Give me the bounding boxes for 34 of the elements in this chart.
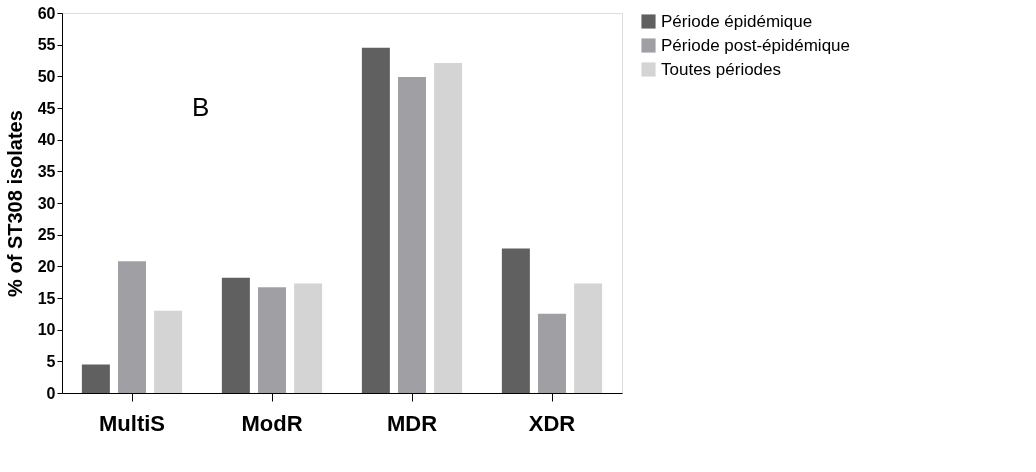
y-tick-label: 30 [37,194,56,212]
annotation: B [192,92,210,122]
bar [81,364,110,393]
bar [574,283,603,393]
y-tick-label: 45 [37,99,56,117]
bar [398,76,426,393]
y-tick-label: 55 [37,36,56,54]
x-tick-label: ModR [241,410,303,436]
bar [154,310,183,393]
legend-label: Période post-épidémique [661,35,851,55]
bar [434,63,463,393]
x-tick-label: MDR [386,410,438,436]
y-tick-label: 0 [46,384,56,402]
bar [221,277,250,393]
y-tick-label: 25 [37,226,56,244]
bar [361,47,390,393]
bar [118,261,146,393]
x-tick-label: MultiS [99,410,165,436]
legend-label: Toutes périodes [661,59,782,79]
y-tick-label: 60 [37,4,56,22]
bar [294,283,323,393]
bar [258,287,286,393]
y-tick-label: 35 [37,162,56,180]
y-tick-label: 20 [37,257,56,275]
y-tick-label: 40 [37,131,56,149]
y-tick-label: 50 [37,67,56,85]
legend-label: Période épidémique [661,11,813,31]
bar [501,248,530,393]
bar [538,313,566,393]
y-tick-label: 15 [37,289,56,307]
x-tick-label: XDR [528,410,576,436]
y-tick-label: 5 [46,352,56,370]
y-axis-title: % of ST308 isolates [3,110,26,297]
y-tick-label: 10 [37,321,56,339]
